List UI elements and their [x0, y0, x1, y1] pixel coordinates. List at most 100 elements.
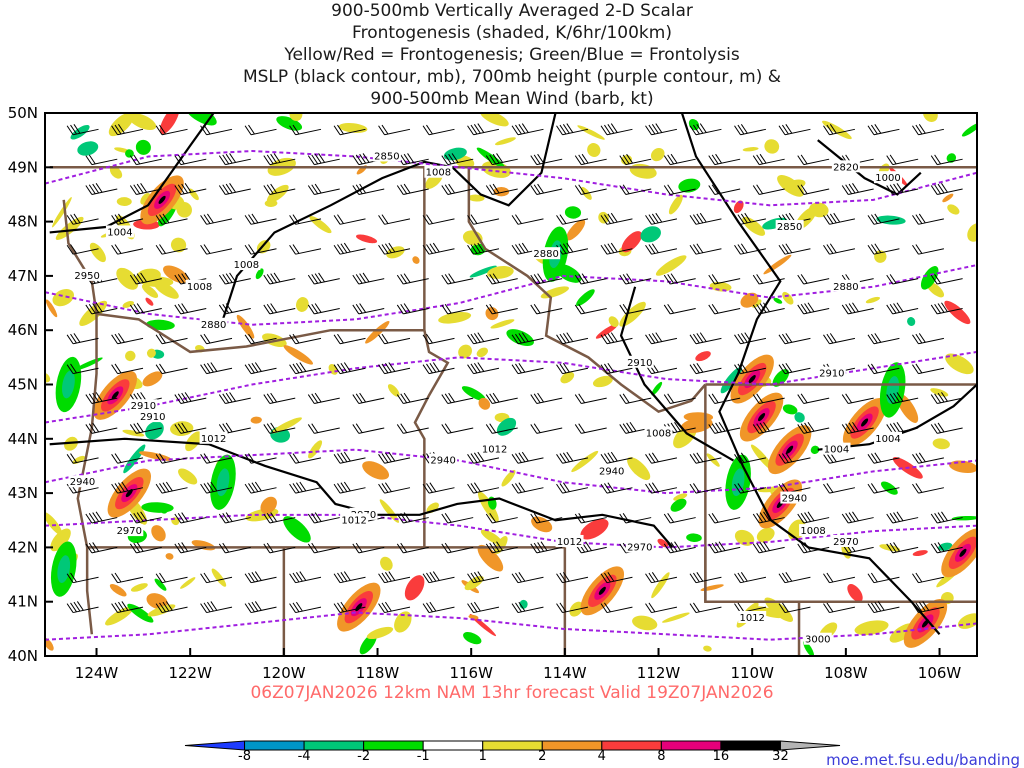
wind-barb	[886, 274, 919, 285]
barb-feather	[533, 423, 541, 433]
barb-feather	[829, 124, 837, 134]
barb-feather	[254, 362, 262, 372]
title-line-1: 900-500mb Vertically Averaged 2-D Scalar	[331, 1, 693, 21]
wind-barb	[823, 602, 856, 614]
wind-barb	[396, 392, 429, 404]
mslp-contour	[817, 139, 922, 196]
height-label-bg	[780, 491, 809, 504]
barb-shaft	[759, 158, 785, 166]
wind-barb	[645, 452, 678, 464]
barb-feather	[600, 483, 608, 494]
barb-feather	[207, 601, 214, 612]
barb-shaft	[606, 606, 633, 614]
wind-barb	[174, 154, 207, 166]
source-url[interactable]: moe.met.fsu.edu/banding	[826, 751, 1020, 768]
fronto-blob	[865, 296, 880, 304]
wind-barb	[867, 333, 900, 345]
barb-feather	[289, 364, 296, 374]
barb-shaft	[339, 337, 366, 345]
barb-feather	[467, 483, 474, 494]
wind-barb	[823, 483, 856, 494]
barb-feather	[426, 363, 433, 374]
barb-feather	[337, 453, 344, 463]
barb-feather	[693, 483, 700, 493]
wind-barb	[244, 571, 277, 584]
barb-feather	[600, 603, 608, 613]
barb-feather	[655, 123, 663, 133]
barb-feather	[485, 394, 493, 404]
fronto-blob	[695, 351, 711, 362]
barb-feather	[912, 334, 919, 345]
barb-feather	[841, 424, 849, 434]
barb-shaft	[517, 337, 544, 345]
barb-feather	[737, 572, 745, 583]
barb-feather	[689, 334, 697, 345]
wind-barbs	[66, 123, 963, 614]
wind-barb	[289, 571, 322, 584]
barb-shaft	[91, 188, 118, 195]
barb-feather	[270, 183, 278, 194]
barb-feather	[470, 572, 478, 583]
barb-shaft	[161, 218, 188, 225]
barb-feather	[292, 483, 300, 493]
barb-shaft	[562, 487, 589, 494]
barb-shaft	[848, 397, 874, 404]
barb-feather	[76, 601, 84, 611]
barb-shaft	[295, 487, 322, 494]
mslp-label: 1012	[201, 434, 226, 445]
barb-feather	[667, 154, 675, 165]
wind-barb	[263, 542, 296, 554]
barb-shaft	[581, 397, 607, 404]
barb-feather	[600, 215, 608, 225]
barb-feather	[852, 302, 859, 313]
barb-shaft	[403, 427, 429, 434]
barb-feather	[314, 303, 322, 313]
wind-barb	[912, 572, 944, 584]
barb-feather	[756, 423, 764, 433]
barb-feather	[912, 215, 919, 225]
wind-barb	[66, 333, 99, 345]
fronto-blob	[946, 153, 957, 163]
barb-feather	[333, 215, 341, 225]
wind-barb	[378, 214, 411, 225]
wind-barb	[66, 124, 99, 136]
wind-barb	[734, 452, 767, 464]
barb-feather	[870, 363, 878, 374]
barb-feather	[533, 184, 541, 195]
barb-feather	[159, 244, 166, 254]
barb-feather	[622, 423, 630, 433]
barb-feather	[333, 364, 341, 374]
barb-feather	[889, 393, 897, 404]
wind-barb	[467, 332, 500, 345]
barb-feather	[155, 573, 163, 583]
barb-feather	[200, 603, 207, 613]
barb-feather	[915, 333, 923, 344]
barb-feather	[797, 185, 805, 195]
barb-shaft	[206, 367, 233, 375]
barb-shaft	[562, 457, 589, 464]
barb-shaft	[606, 218, 633, 225]
barb-feather	[337, 602, 344, 613]
barb-shaft	[492, 308, 518, 315]
barb-feather	[941, 183, 948, 193]
barb-feather	[533, 393, 541, 404]
barb-feather	[915, 124, 923, 135]
wind-barb	[530, 183, 563, 195]
barb-feather	[85, 513, 93, 524]
fronto-blob	[128, 113, 157, 131]
barb-feather	[244, 603, 252, 613]
barb-feather	[477, 451, 485, 462]
barb-shaft	[428, 367, 455, 375]
barb-shaft	[829, 337, 856, 345]
barb-feather	[559, 483, 567, 493]
wind-barb	[289, 481, 322, 494]
barb-feather	[422, 334, 430, 345]
barb-feather	[359, 153, 367, 164]
barb-feather	[229, 183, 236, 193]
barb-feather	[92, 392, 100, 403]
fronto-blob	[951, 515, 977, 521]
barb-feather	[559, 214, 567, 224]
barb-feather	[752, 513, 760, 524]
wind-barb	[912, 124, 944, 136]
barb-feather	[600, 244, 608, 255]
